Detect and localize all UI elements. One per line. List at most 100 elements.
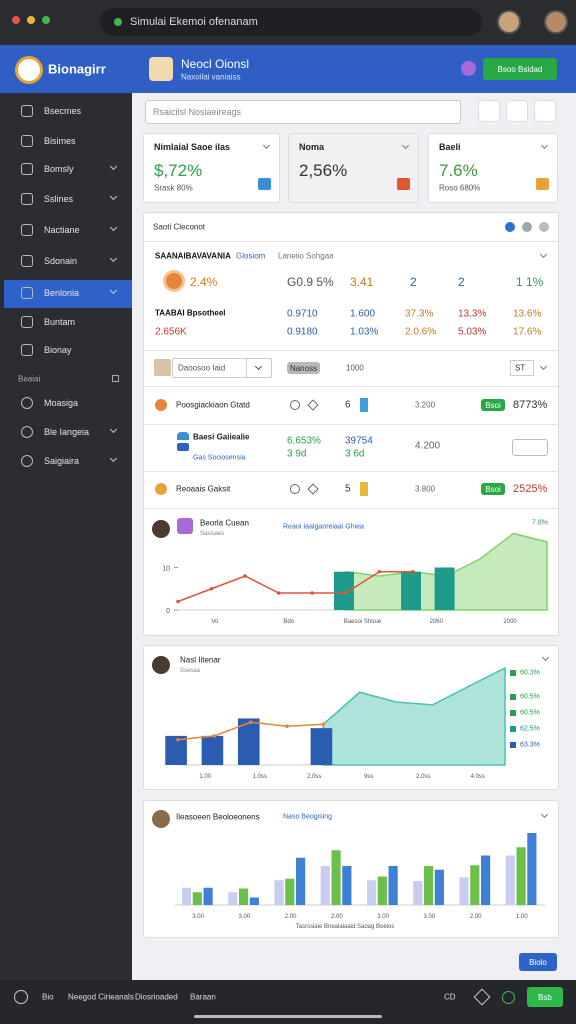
kpi-badge [258, 178, 271, 190]
nav-item[interactable]: Bisimes [44, 136, 76, 146]
site-icon [114, 18, 122, 26]
status-pill[interactable]: Bsoi [481, 399, 505, 411]
fab-button-label: Biolo [529, 957, 547, 967]
chart-title: Nasl Iitenar [180, 655, 221, 665]
dropdown[interactable] [246, 358, 272, 378]
chart-card [143, 645, 559, 790]
status-pill-label: Bsoi [485, 484, 501, 494]
cell: 5.03% [458, 326, 487, 338]
section-icon [112, 375, 119, 382]
item-name: Poosgiackiaon Gtatd [176, 400, 250, 410]
avatar [497, 10, 521, 34]
row-divider [144, 350, 558, 351]
toolbar-icon[interactable] [506, 100, 528, 122]
cell: G0.9 5% [287, 275, 334, 289]
footer-link[interactable]: Neegod Cirieanals [68, 992, 134, 1002]
legend-value: 60.3% [520, 669, 540, 677]
row-divider [144, 471, 558, 472]
avatar [544, 10, 568, 34]
nav-item[interactable]: Nactiane [44, 225, 80, 235]
group-label: Glosiom [236, 251, 266, 261]
kpi-note: Srask 80% [154, 183, 193, 193]
nav-item[interactable]: Bomsly [44, 164, 74, 174]
table-title: Saoti Cleconot [153, 222, 206, 232]
toolbar-icon[interactable] [534, 100, 556, 122]
nav-item[interactable]: Bionay [44, 345, 72, 355]
home-indicator [194, 1015, 382, 1018]
chart-legend: Reaoi Iaalgaoreiaai Ghiea [283, 523, 364, 531]
nav-item[interactable]: Benlonia [44, 288, 80, 298]
chart-legend: Naso Beogising [283, 813, 333, 821]
kpi-value: 7.6% [439, 161, 478, 180]
legend-swatch [510, 710, 516, 716]
avatar [152, 810, 170, 828]
kpi-badge [397, 178, 410, 190]
nav-item[interactable]: Ble Iangeia [44, 427, 90, 437]
nav-icon [21, 344, 33, 356]
footer-link[interactable]: Bio [42, 992, 54, 1002]
footer-link[interactable]: Diosrioaded [135, 992, 178, 1002]
kpi-card [288, 133, 419, 203]
avatar [152, 656, 170, 674]
cell: 0.9180 [287, 326, 318, 338]
legend-value: 63.3% [520, 741, 540, 749]
cell: 17.6% [513, 326, 542, 338]
legend-value: 60.5% [520, 693, 540, 701]
nav-item[interactable]: Buntam [44, 317, 76, 327]
action-button[interactable] [512, 439, 548, 456]
cell: 37.3% [405, 308, 434, 320]
window-dot [12, 16, 20, 24]
header-icon [149, 57, 173, 81]
kpi-title: Nimlaial Saoe ilas [154, 142, 231, 152]
footer-code: CD [444, 992, 456, 1002]
table-icon [539, 222, 549, 232]
item-icon [177, 443, 189, 451]
nav-icon [21, 316, 33, 328]
chart-title: Ileasoeen Beoloeonens [176, 812, 260, 822]
legend-swatch [510, 670, 516, 676]
nav-item[interactable]: Moasiga [44, 398, 79, 408]
footer-icon [14, 990, 28, 1004]
header-badge [461, 61, 476, 76]
footer-button[interactable]: Bsb [527, 987, 563, 1007]
item-change: 2525% [513, 483, 548, 495]
cell: 3.200 [415, 400, 436, 410]
table-icon [505, 222, 515, 232]
search-input[interactable] [145, 100, 461, 124]
nav-item[interactable]: Sslines [44, 194, 74, 204]
nav-icon [21, 193, 33, 205]
cell: 3 9d [287, 448, 307, 460]
kpi-title: Noma [299, 142, 325, 152]
nav-item[interactable]: Saigiaira [44, 456, 80, 466]
avatar [152, 520, 170, 538]
nav-item[interactable]: Sdonain [44, 256, 78, 266]
fab-button[interactable]: Biolo [519, 953, 557, 971]
footer-link[interactable]: Baraan [190, 992, 216, 1002]
mini-box [510, 360, 534, 376]
footer-icon [502, 991, 515, 1004]
nav-icon [21, 224, 33, 236]
toolbar-icon[interactable] [478, 100, 500, 122]
chip-label: Nanoss [289, 363, 318, 373]
cell: 6 [345, 399, 351, 411]
browser-title: Simulai Ekemoi ofenanam [130, 16, 258, 28]
nav-icon [21, 163, 33, 175]
header-button[interactable]: Bsoo Bsidad [483, 58, 557, 80]
nav-item[interactable]: Bsecmes [44, 106, 82, 116]
brand-logo [15, 56, 43, 84]
chip[interactable]: Nanoss [287, 362, 320, 374]
group-label: Laneiio Sohgaa [278, 251, 334, 261]
row-icon [163, 270, 185, 292]
address-bar [100, 8, 482, 36]
cell: 1.03% [350, 326, 379, 338]
item-mark [360, 398, 368, 412]
legend-value: 62.5% [520, 725, 540, 733]
row-divider [144, 508, 558, 509]
kpi-value: 2,56% [299, 161, 348, 180]
search-placeholder: Rsaicilsl Nosiaeireags [153, 107, 242, 117]
status-pill[interactable]: Bsoi [481, 483, 505, 495]
nav-icon [21, 397, 33, 409]
cell: 2.656K [155, 326, 187, 338]
sidebar [0, 45, 132, 980]
